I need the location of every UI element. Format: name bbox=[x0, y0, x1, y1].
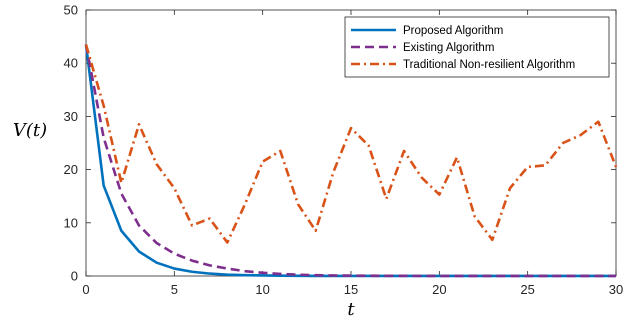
legend-label-3: Traditional Non-resilient Algorithm bbox=[403, 59, 575, 71]
x-tick-label: 30 bbox=[609, 282, 623, 297]
y-tick-label: 10 bbox=[64, 215, 78, 230]
y-tick-label: 20 bbox=[64, 162, 78, 177]
x-tick-label: 20 bbox=[432, 282, 446, 297]
series-layer bbox=[84, 44, 618, 278]
x-axis-label: t bbox=[347, 299, 355, 320]
y-tick-label: 0 bbox=[71, 269, 78, 284]
axis-ticks: 0 5 10 15 20 25 30 0 10 20 30 40 50 bbox=[64, 3, 624, 298]
legend-label-1: Proposed Algorithm bbox=[403, 25, 503, 37]
x-tick-label: 0 bbox=[82, 282, 89, 297]
x-tick-label: 10 bbox=[255, 282, 269, 297]
legend: Proposed Algorithm Existing Algorithm Trad… bbox=[344, 16, 610, 78]
y-tick-label: 30 bbox=[64, 109, 78, 124]
y-tick-label: 40 bbox=[64, 56, 78, 71]
x-tick-label: 15 bbox=[344, 282, 358, 297]
series-line-2 bbox=[84, 44, 616, 278]
series-line-3 bbox=[84, 44, 618, 244]
y-axis-label: V(t) bbox=[13, 120, 47, 141]
legend-box bbox=[344, 16, 610, 78]
y-tick-label: 50 bbox=[64, 3, 78, 18]
x-tick-label: 5 bbox=[171, 282, 178, 297]
x-tick-label: 25 bbox=[520, 282, 534, 297]
legend-label-2: Existing Algorithm bbox=[403, 42, 494, 54]
